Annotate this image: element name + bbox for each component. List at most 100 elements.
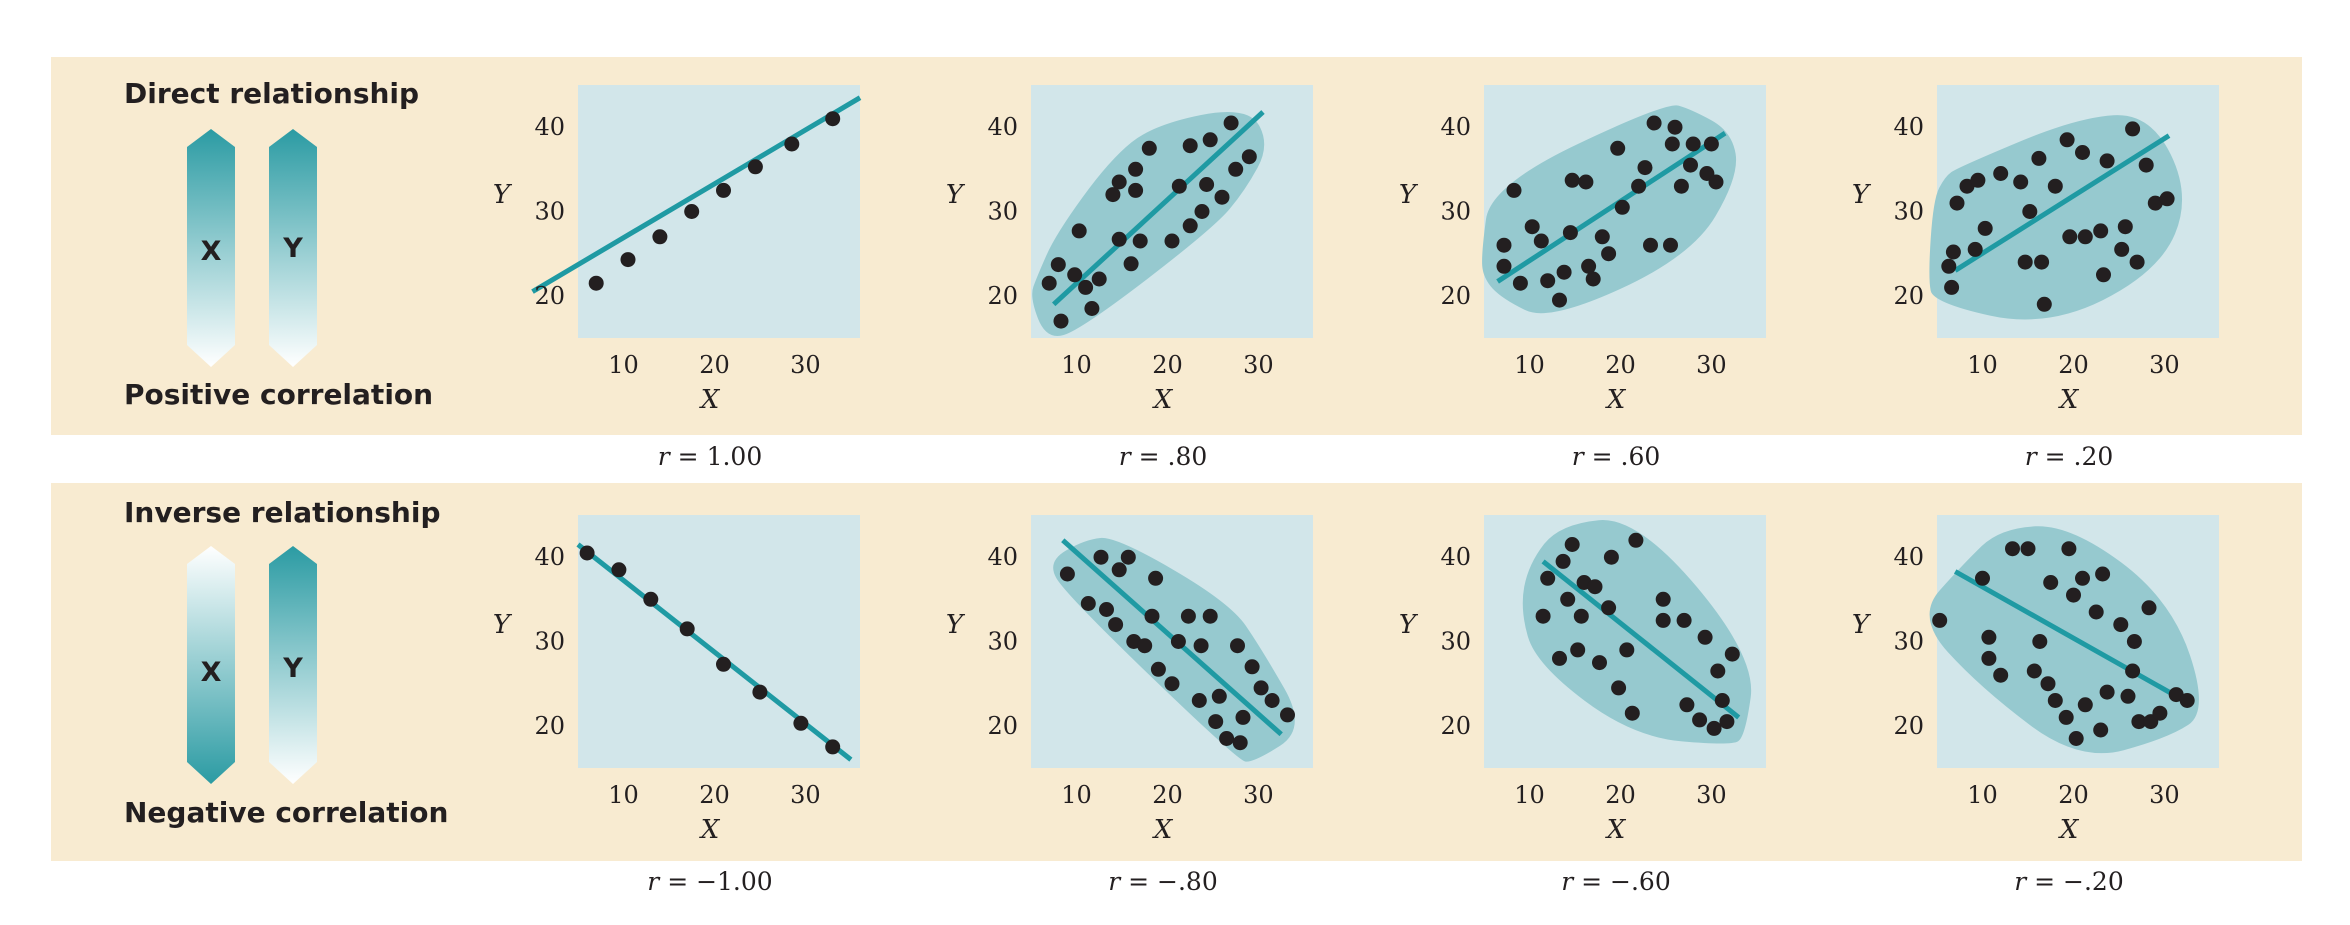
y-tick-label: 20 (987, 712, 1018, 740)
data-point (1120, 549, 1136, 565)
data-point (1533, 233, 1549, 249)
data-point (588, 275, 604, 291)
data-point (2043, 575, 2059, 590)
data-point (2141, 600, 2157, 616)
data-point (1241, 149, 1257, 165)
data-point (1540, 273, 1556, 289)
data-point (1692, 712, 1708, 728)
x-tick-label: 30 (1243, 781, 1274, 809)
x-tick-label: 10 (1514, 351, 1545, 379)
x-axis-label: X (1605, 385, 1627, 415)
data-point (1631, 178, 1647, 194)
y-tick-label: 40 (534, 543, 565, 571)
data-point (1535, 608, 1551, 624)
positive-x-arrow-label: X (201, 236, 222, 267)
r-symbol: r (2014, 867, 2027, 896)
y-axis-label: Y (946, 610, 966, 640)
data-point (1080, 596, 1096, 611)
data-point (2099, 153, 2115, 169)
r-value: = 1.00 (677, 442, 763, 471)
data-point (1264, 693, 1280, 708)
data-point (1637, 160, 1653, 176)
negative-y-arrow: Y (269, 546, 317, 784)
data-point (1932, 612, 1948, 628)
data-point (825, 739, 841, 755)
data-point (2147, 195, 2163, 211)
scatter-panel-5: 10 20 30 20 30 40 X Y (493, 515, 860, 845)
data-point (611, 562, 627, 578)
y-tick-label: 30 (1440, 628, 1471, 656)
data-point (684, 204, 700, 219)
y-axis-label: Y (1852, 180, 1872, 210)
x-tick-label: 10 (608, 781, 639, 809)
point-cloud-shape (1053, 537, 1295, 762)
x-axis-label: X (1605, 815, 1627, 845)
data-point (1128, 182, 1144, 198)
data-point (1199, 177, 1215, 192)
data-point (652, 229, 668, 245)
x-tick-label: 30 (1243, 351, 1274, 379)
data-point (1211, 688, 1227, 704)
data-point (1182, 138, 1198, 154)
x-tick-label: 20 (2058, 351, 2089, 379)
data-point (1601, 600, 1617, 616)
data-point (1208, 714, 1224, 730)
data-point (1111, 231, 1127, 247)
data-point (1592, 655, 1607, 671)
data-point (2093, 722, 2109, 738)
data-point (1970, 172, 1986, 188)
data-point (1562, 225, 1578, 241)
data-point (1603, 549, 1619, 565)
data-point (1679, 697, 1695, 713)
negative-x-arrow-label: X (201, 657, 222, 688)
data-point (1144, 608, 1160, 624)
x-tick-label: 10 (1061, 351, 1092, 379)
data-point (1703, 136, 1719, 152)
data-point (1191, 693, 1207, 708)
positive-y-arrow-label: Y (282, 233, 303, 264)
x-tick-label: 20 (699, 351, 730, 379)
data-point (1091, 271, 1107, 287)
data-point (679, 621, 695, 637)
scatter-panel-6: 10 20 30 20 30 40 X Y (946, 515, 1313, 845)
r-value: = .20 (2044, 442, 2114, 471)
data-point (1981, 629, 1997, 645)
data-point (1223, 115, 1239, 131)
data-point (1193, 638, 1209, 654)
trend-line (1541, 559, 1741, 720)
data-point (1570, 642, 1586, 658)
data-point (784, 136, 800, 152)
data-point (2047, 178, 2063, 194)
y-axis-label: Y (493, 610, 513, 640)
data-point (1170, 634, 1186, 649)
data-point (1041, 275, 1057, 291)
data-point (2026, 663, 2042, 679)
data-point (2036, 296, 2052, 312)
data-point (2058, 709, 2074, 725)
y-tick-label: 30 (534, 628, 565, 656)
data-point (1111, 562, 1127, 578)
y-tick-label: 40 (987, 543, 1018, 571)
y-axis-label: Y (493, 180, 513, 210)
data-point (793, 715, 809, 731)
trend-line (1953, 569, 2193, 707)
data-point (747, 159, 763, 175)
y-axis-label: Y (946, 180, 966, 210)
data-point (1164, 233, 1180, 249)
data-point (1667, 119, 1683, 135)
data-point (1573, 608, 1589, 624)
r-symbol: r (1571, 442, 1584, 471)
data-point (1619, 642, 1635, 658)
data-point (1552, 292, 1567, 308)
data-point (825, 111, 841, 127)
r-value: = .60 (1591, 442, 1661, 471)
x-tick-label: 10 (1061, 781, 1092, 809)
data-point (2114, 241, 2130, 257)
r-label-4: r = .20 (1929, 442, 2209, 471)
data-point (1111, 174, 1127, 190)
y-axis-label: Y (1399, 180, 1419, 210)
r-symbol: r (2024, 442, 2037, 471)
data-point (1105, 187, 1121, 203)
data-point (2159, 191, 2175, 207)
y-axis-label: Y (1399, 610, 1419, 640)
